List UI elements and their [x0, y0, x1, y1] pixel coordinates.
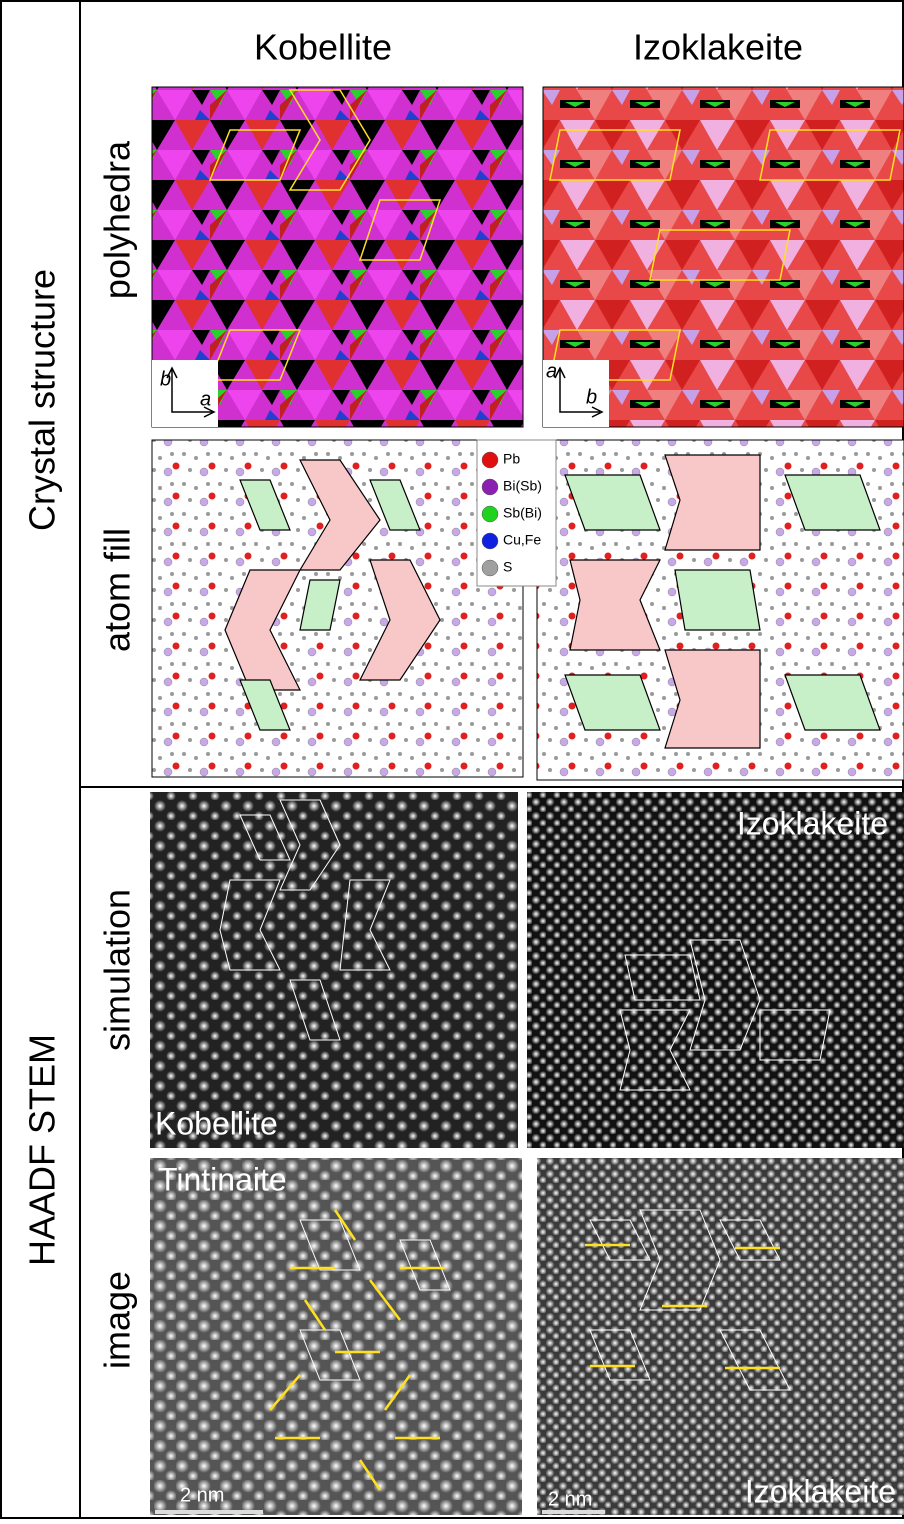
panel-label: Tintinaite	[158, 1161, 287, 1197]
panel-label: Izoklakeite	[737, 805, 888, 841]
row-label: atom fill	[97, 528, 138, 652]
row-label: simulation	[97, 889, 138, 1051]
column-header: Izoklakeite	[633, 27, 803, 68]
scale-label: 2 nm	[180, 1484, 224, 1506]
group-label: HAADF STEM	[22, 1034, 63, 1266]
legend-swatch	[481, 478, 499, 496]
scale-label: 2 nm	[548, 1488, 592, 1510]
axis-label: b	[160, 368, 171, 390]
group-label: Crystal structure	[22, 269, 63, 531]
regions	[239, 474, 881, 731]
scale-bar	[542, 1510, 605, 1514]
axis-box	[543, 360, 609, 427]
legend-label: Cu,Fe	[503, 532, 541, 548]
panel-label: Izoklakeite	[745, 1473, 896, 1509]
row-label: polyhedra	[97, 140, 138, 299]
axis-arrows	[166, 366, 216, 418]
panels	[150, 86, 904, 1515]
simulation-kobellite	[150, 792, 518, 1148]
legend-label: Bi(Sb)	[503, 478, 542, 494]
axis-label: a	[200, 388, 211, 410]
image-izoklakeite	[537, 1158, 904, 1515]
outlines	[208, 89, 901, 381]
row-label: image	[97, 1271, 138, 1369]
legend-label: S	[503, 559, 512, 575]
legend-swatch	[481, 505, 499, 523]
axis-label: a	[546, 360, 557, 382]
legend-swatch	[481, 532, 499, 550]
panel-label: Kobellite	[155, 1105, 278, 1141]
axis-label: b	[586, 386, 597, 408]
column-header: Kobellite	[254, 27, 392, 68]
simulation-izoklakeite	[527, 792, 904, 1148]
legend-label: Pb	[503, 451, 520, 467]
scale-bar	[155, 1510, 263, 1514]
image-tintinaite	[150, 1158, 522, 1515]
legend: Pb Bi(Sb) Sb(Bi) Cu,Fe S	[476, 439, 557, 587]
legend-swatch	[481, 559, 499, 577]
axis-arrows	[554, 366, 604, 418]
markers	[269, 1209, 780, 1491]
regions	[224, 454, 761, 749]
outlines	[219, 799, 831, 1391]
legend-swatch	[481, 451, 499, 469]
legend-label: Sb(Bi)	[503, 505, 542, 521]
